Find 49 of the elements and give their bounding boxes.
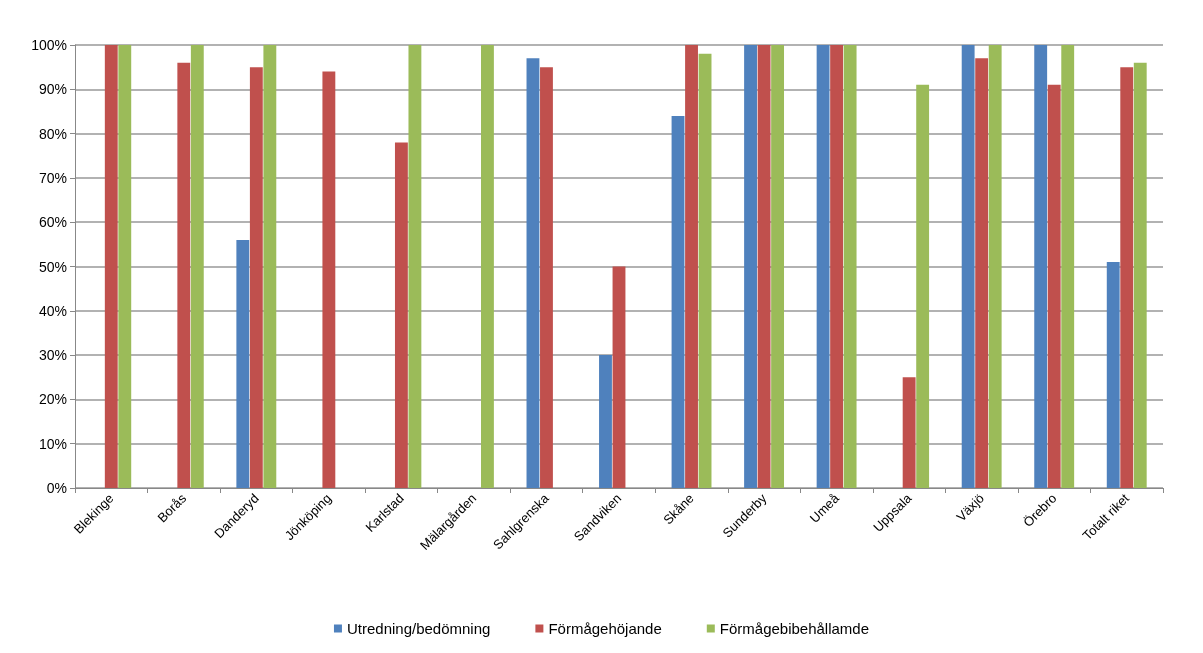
- bar: [961, 45, 975, 488]
- y-tick-label: 10%: [38, 435, 67, 452]
- y-tick-label: 70%: [38, 169, 67, 186]
- bar: [394, 142, 408, 488]
- bar: [104, 45, 118, 488]
- y-tick-label: 100%: [31, 37, 67, 53]
- legend-label: Förmågehöjande: [548, 620, 662, 637]
- y-tick-label: 20%: [38, 391, 67, 408]
- legend-label: Utredning/bedömning: [346, 620, 491, 637]
- bar: [118, 45, 132, 488]
- bar: [902, 377, 916, 488]
- bar: [1133, 62, 1147, 488]
- bar: [540, 67, 553, 488]
- bar: [830, 45, 844, 488]
- y-tick-label: 40%: [38, 302, 67, 319]
- bar: [249, 67, 263, 488]
- y-tick-label: 50%: [38, 258, 67, 275]
- bar: [612, 266, 626, 488]
- bar: [1120, 67, 1134, 488]
- bar: [685, 45, 698, 488]
- bar: [843, 45, 857, 488]
- bar: [1034, 45, 1048, 488]
- bar: [177, 62, 191, 488]
- legend-label: Förmågebibehållamde: [719, 620, 870, 637]
- y-tick-label: 0%: [46, 480, 67, 496]
- bar: [771, 45, 785, 488]
- y-tick-label: 90%: [38, 81, 67, 98]
- bar: [408, 45, 422, 488]
- bar: [322, 71, 336, 488]
- bar: [975, 58, 989, 488]
- bar: [1061, 45, 1075, 488]
- bar: [599, 355, 612, 488]
- bar: [481, 45, 494, 488]
- y-tick-label: 60%: [38, 214, 67, 231]
- bar: [236, 239, 250, 488]
- bar: [698, 53, 712, 488]
- bar: [526, 58, 540, 488]
- bar: [916, 84, 930, 488]
- bar: [263, 45, 277, 488]
- bar: [1106, 262, 1120, 488]
- bar: [757, 45, 771, 488]
- bar: [744, 45, 757, 488]
- bar: [671, 115, 685, 488]
- bar: [1047, 84, 1061, 488]
- y-tick-label: 30%: [38, 347, 67, 364]
- y-tick-label: 80%: [38, 125, 67, 142]
- bar: [190, 45, 204, 488]
- bar: [988, 45, 1002, 488]
- bar: [816, 45, 830, 488]
